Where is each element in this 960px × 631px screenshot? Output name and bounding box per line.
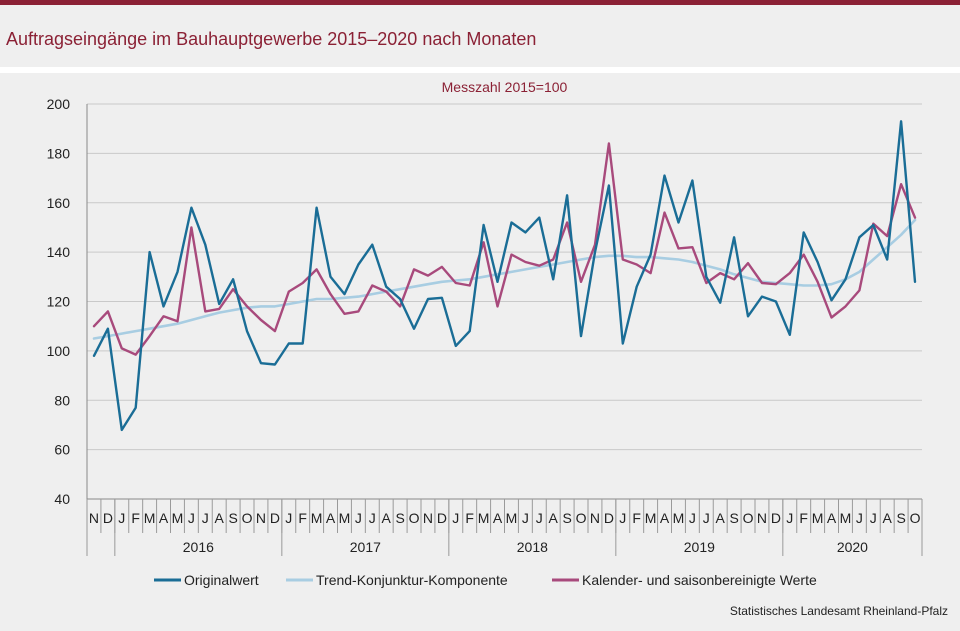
page-header: Auftragseingänge im Bauhauptgewerbe 2015… xyxy=(0,5,960,67)
month-label: S xyxy=(729,510,738,526)
y-tick-label: 60 xyxy=(54,442,70,458)
month-label: J xyxy=(188,510,195,526)
month-label: M xyxy=(172,510,184,526)
month-label: J xyxy=(522,510,529,526)
legend-label: Kalender- und saisonbereinigte Werte xyxy=(582,572,817,588)
month-label: O xyxy=(242,510,253,526)
month-label: F xyxy=(131,510,140,526)
month-label: A xyxy=(215,510,225,526)
month-label: N xyxy=(757,510,767,526)
month-label: A xyxy=(159,510,169,526)
top-accent-bar xyxy=(0,0,960,5)
month-label: A xyxy=(326,510,336,526)
month-label: J xyxy=(619,510,626,526)
page-title: Auftragseingänge im Bauhauptgewerbe 2015… xyxy=(6,29,537,49)
month-label: M xyxy=(311,510,323,526)
y-tick-label: 100 xyxy=(47,343,71,359)
month-label: J xyxy=(452,510,459,526)
month-label: M xyxy=(339,510,351,526)
month-label: D xyxy=(103,510,113,526)
month-label: J xyxy=(369,510,376,526)
month-label: A xyxy=(493,510,503,526)
month-label: M xyxy=(812,510,824,526)
month-label: J xyxy=(118,510,125,526)
legend-label: Originalwert xyxy=(184,572,259,588)
month-label: J xyxy=(786,510,793,526)
chart-background xyxy=(0,73,960,631)
month-label: J xyxy=(285,510,292,526)
month-label: O xyxy=(409,510,420,526)
month-label: O xyxy=(743,510,754,526)
month-label: N xyxy=(423,510,433,526)
month-label: A xyxy=(382,510,392,526)
month-label: M xyxy=(478,510,490,526)
year-label: 2016 xyxy=(183,539,214,555)
series-line-3 xyxy=(92,142,917,356)
month-label: J xyxy=(202,510,209,526)
month-label: O xyxy=(576,510,587,526)
month-label: D xyxy=(437,510,447,526)
y-tick-label: 40 xyxy=(54,491,70,507)
month-label: F xyxy=(465,510,474,526)
month-label: A xyxy=(716,510,726,526)
month-label: N xyxy=(89,510,99,526)
y-tick-label: 80 xyxy=(54,392,70,408)
month-label: A xyxy=(827,510,837,526)
month-label: M xyxy=(645,510,657,526)
legend-label: Trend-Konjunktur-Komponente xyxy=(316,572,508,588)
year-label: 2020 xyxy=(837,539,868,555)
month-label: J xyxy=(689,510,696,526)
month-label: J xyxy=(536,510,543,526)
month-label: S xyxy=(896,510,905,526)
month-label: M xyxy=(673,510,685,526)
month-label: M xyxy=(506,510,518,526)
month-label: A xyxy=(660,510,670,526)
month-label: A xyxy=(549,510,559,526)
year-label: 2017 xyxy=(350,539,381,555)
month-label: D xyxy=(771,510,781,526)
source-label: Statistisches Landesamt Rheinland-Pfalz xyxy=(729,604,948,618)
year-label: 2018 xyxy=(517,539,548,555)
chart-subtitle: Messzahl 2015=100 xyxy=(442,79,568,95)
month-label: J xyxy=(856,510,863,526)
y-tick-label: 160 xyxy=(47,195,71,211)
y-tick-label: 200 xyxy=(47,96,71,112)
month-label: A xyxy=(883,510,893,526)
y-tick-label: 120 xyxy=(47,294,71,310)
month-label: J xyxy=(355,510,362,526)
month-label: F xyxy=(799,510,808,526)
month-label: J xyxy=(870,510,877,526)
month-label: D xyxy=(604,510,614,526)
month-label: F xyxy=(632,510,641,526)
y-tick-label: 180 xyxy=(47,145,71,161)
month-label: D xyxy=(270,510,280,526)
y-tick-label: 140 xyxy=(47,244,71,260)
month-label: M xyxy=(144,510,156,526)
month-label: N xyxy=(590,510,600,526)
series-line-1 xyxy=(92,120,917,432)
month-label: S xyxy=(228,510,237,526)
month-label: J xyxy=(703,510,710,526)
month-label: F xyxy=(298,510,307,526)
month-label: S xyxy=(395,510,404,526)
month-label: S xyxy=(562,510,571,526)
month-label: M xyxy=(840,510,852,526)
year-label: 2019 xyxy=(684,539,715,555)
month-label: N xyxy=(256,510,266,526)
month-label: O xyxy=(910,510,921,526)
